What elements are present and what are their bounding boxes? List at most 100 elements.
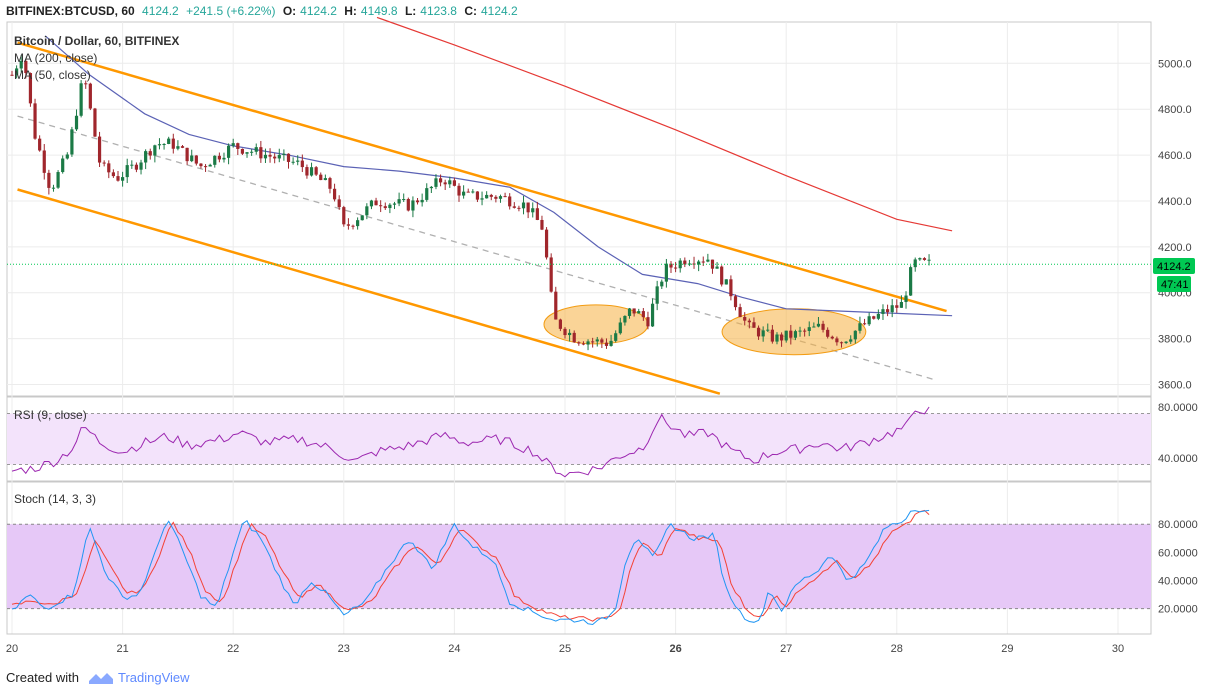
candle-body[interactable] xyxy=(162,143,166,145)
candle-body[interactable] xyxy=(913,259,917,268)
candle-body[interactable] xyxy=(775,334,779,342)
candle-body[interactable] xyxy=(618,322,622,334)
candle-body[interactable] xyxy=(208,164,212,167)
candle-body[interactable] xyxy=(830,336,834,339)
candle-body[interactable] xyxy=(236,143,240,149)
candle-body[interactable] xyxy=(485,194,489,199)
candle-body[interactable] xyxy=(19,60,23,69)
candle-body[interactable] xyxy=(286,153,291,162)
candle-body[interactable] xyxy=(273,156,277,159)
candle-body[interactable] xyxy=(116,176,120,181)
candle-body[interactable] xyxy=(821,323,825,330)
candle-body[interactable] xyxy=(42,150,46,173)
candle-body[interactable] xyxy=(328,178,332,189)
candle-body[interactable] xyxy=(521,202,526,209)
candle-body[interactable] xyxy=(475,191,480,200)
candle-body[interactable] xyxy=(669,263,673,268)
candle-body[interactable] xyxy=(660,281,664,287)
candle-body[interactable] xyxy=(33,103,37,139)
candle-body[interactable] xyxy=(540,219,544,230)
candle-body[interactable] xyxy=(862,323,867,325)
candle-body[interactable] xyxy=(171,138,175,149)
candle-body[interactable] xyxy=(816,323,821,327)
candle-body[interactable] xyxy=(425,188,429,200)
candle-body[interactable] xyxy=(38,138,42,151)
candle-body[interactable] xyxy=(577,342,581,344)
candle-body[interactable] xyxy=(342,207,346,225)
candle-body[interactable] xyxy=(655,286,659,304)
candle-body[interactable] xyxy=(88,83,92,109)
candle-body[interactable] xyxy=(766,329,770,331)
candle-body[interactable] xyxy=(61,158,65,173)
candle-body[interactable] xyxy=(107,163,111,173)
candle-body[interactable] xyxy=(650,303,655,327)
candle-body[interactable] xyxy=(779,334,784,341)
candle-body[interactable] xyxy=(10,74,14,76)
candle-body[interactable] xyxy=(715,266,719,269)
candle-body[interactable] xyxy=(904,295,908,303)
candle-body[interactable] xyxy=(457,185,461,196)
candle-body[interactable] xyxy=(383,206,387,209)
candle-body[interactable] xyxy=(489,194,493,197)
candle-body[interactable] xyxy=(374,200,378,206)
candle-body[interactable] xyxy=(314,167,318,175)
candle-body[interactable] xyxy=(452,180,456,186)
candle-body[interactable] xyxy=(402,199,406,201)
candlesticks[interactable] xyxy=(10,54,931,351)
candle-body[interactable] xyxy=(434,178,438,187)
candle-body[interactable] xyxy=(56,172,60,188)
candle-body[interactable] xyxy=(392,203,397,205)
candle-body[interactable] xyxy=(876,313,880,319)
candle-body[interactable] xyxy=(706,259,710,262)
stoch-legend[interactable]: Stoch (14, 3, 3) xyxy=(14,492,96,506)
ma50-legend[interactable]: MA (50, close) xyxy=(14,68,91,82)
candle-body[interactable] xyxy=(835,338,839,343)
candle-body[interactable] xyxy=(203,166,208,168)
candle-body[interactable] xyxy=(849,339,853,342)
candle-body[interactable] xyxy=(872,316,876,319)
candle-body[interactable] xyxy=(84,83,88,85)
candle-body[interactable] xyxy=(97,136,102,163)
candle-body[interactable] xyxy=(406,199,410,211)
candle-body[interactable] xyxy=(74,115,79,130)
candle-body[interactable] xyxy=(185,147,189,162)
candle-body[interactable] xyxy=(226,145,231,158)
candle-body[interactable] xyxy=(28,73,33,104)
candle-body[interactable] xyxy=(332,188,337,200)
candle-body[interactable] xyxy=(438,178,443,183)
candle-body[interactable] xyxy=(263,154,268,159)
candle-body[interactable] xyxy=(798,330,802,332)
candle-body[interactable] xyxy=(296,160,300,162)
candle-body[interactable] xyxy=(494,196,498,199)
candle-body[interactable] xyxy=(895,305,899,308)
candle-body[interactable] xyxy=(526,202,530,213)
candle-body[interactable] xyxy=(277,155,281,159)
candle-body[interactable] xyxy=(51,187,56,189)
ma200-legend[interactable]: MA (200, close) xyxy=(14,51,97,65)
candle-body[interactable] xyxy=(365,206,369,216)
candle-body[interactable] xyxy=(752,322,756,328)
candle-body[interactable] xyxy=(194,155,198,164)
candle-body[interactable] xyxy=(531,208,535,213)
candle-body[interactable] xyxy=(747,320,751,323)
candle-body[interactable] xyxy=(134,164,139,170)
candle-body[interactable] xyxy=(927,259,931,261)
candle-body[interactable] xyxy=(844,341,848,343)
candle-body[interactable] xyxy=(24,60,28,74)
candle-body[interactable] xyxy=(130,164,134,166)
candle-body[interactable] xyxy=(544,229,549,258)
candle-body[interactable] xyxy=(549,257,553,292)
candle-body[interactable] xyxy=(609,340,613,346)
candle-body[interactable] xyxy=(554,291,558,320)
candle-body[interactable] xyxy=(466,191,470,193)
candle-body[interactable] xyxy=(512,206,516,208)
candle-body[interactable] xyxy=(826,329,830,337)
candle-body[interactable] xyxy=(803,330,807,332)
candle-body[interactable] xyxy=(121,177,125,181)
candle-body[interactable] xyxy=(743,317,747,321)
candle-body[interactable] xyxy=(572,332,576,343)
candle-body[interactable] xyxy=(881,309,885,314)
candle-body[interactable] xyxy=(807,327,811,331)
candle-body[interactable] xyxy=(153,145,157,156)
candle-body[interactable] xyxy=(614,333,618,341)
